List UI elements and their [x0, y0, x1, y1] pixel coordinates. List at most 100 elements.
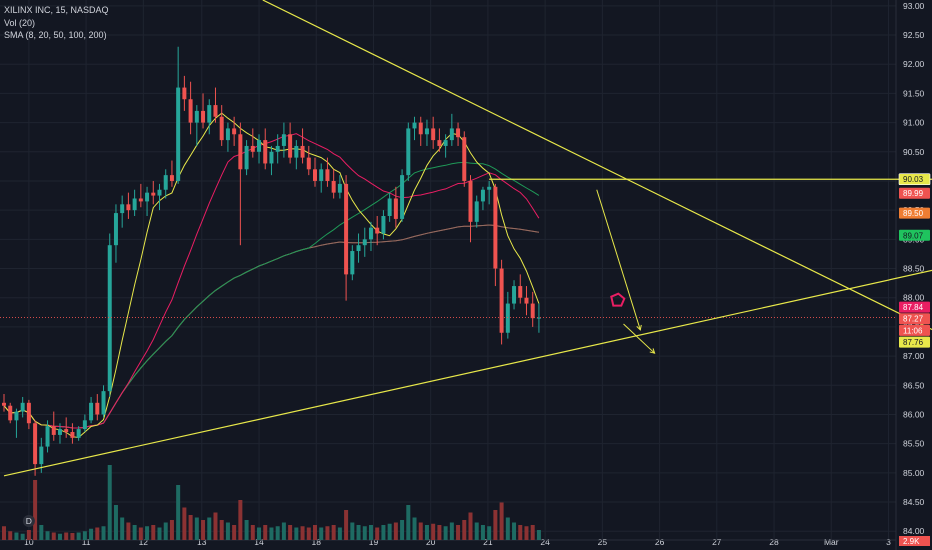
candle-body — [412, 122, 417, 129]
y-tick-label: 84.50 — [903, 497, 925, 507]
price-tag — [899, 207, 930, 219]
volume-bar — [176, 485, 181, 540]
candle-body — [238, 134, 243, 170]
volume-bar — [313, 525, 317, 540]
candle-body — [176, 87, 181, 181]
volume-bar — [33, 480, 38, 540]
highlight-marker[interactable] — [610, 292, 626, 307]
volume-bar — [356, 525, 361, 540]
volume-bar — [138, 527, 143, 540]
candle-body — [257, 140, 262, 152]
volume-bar — [194, 517, 199, 540]
volume-bar — [412, 517, 417, 540]
volume-bar — [2, 526, 6, 540]
candle-body — [201, 110, 206, 123]
volume-bar — [344, 510, 349, 540]
candle-body — [45, 426, 50, 447]
y-tick-label: 87.00 — [903, 351, 925, 361]
volume-bar — [188, 515, 193, 540]
volume-bar — [225, 522, 230, 540]
legend-volume[interactable]: Vol (20) — [4, 17, 36, 28]
candle-body — [20, 402, 25, 412]
volume-bar — [424, 525, 429, 540]
x-tick-label: 10 — [24, 537, 34, 547]
y-tick-label: 93.00 — [903, 1, 925, 11]
volume-bar — [64, 532, 69, 540]
candle-body — [126, 204, 131, 211]
projection-arrow[interactable] — [623, 323, 655, 354]
candle-body — [462, 137, 467, 181]
volume-bar — [232, 525, 237, 540]
trendline[interactable] — [262, 0, 932, 412]
candle-body — [64, 429, 69, 432]
candle-body — [132, 198, 137, 211]
y-tick-label: 91.50 — [903, 88, 925, 98]
legend-symbol[interactable]: XILINX INC, 15, NASDAQ — [4, 5, 109, 15]
candle-body — [474, 201, 479, 222]
candle-body — [113, 213, 118, 246]
candle-body — [424, 128, 429, 135]
volume-bar — [163, 522, 168, 540]
candle-body — [493, 186, 498, 269]
candle-body — [95, 402, 100, 415]
candle-body — [57, 429, 62, 435]
candle-body — [39, 446, 44, 465]
y-tick-label: 88.50 — [903, 264, 925, 274]
candle-body — [356, 245, 361, 252]
volume-bar — [269, 527, 274, 540]
candle-body — [362, 239, 367, 246]
volume-bar — [20, 533, 25, 540]
x-tick-label: 26 — [655, 537, 665, 547]
candle-body — [82, 420, 87, 430]
candle-body — [375, 227, 380, 234]
candle-body — [393, 198, 398, 219]
y-tick-label: 86.50 — [903, 380, 925, 390]
x-tick-label: 11 — [82, 537, 91, 547]
volume-bar — [201, 520, 206, 540]
y-tick-label: 88.00 — [903, 293, 925, 303]
x-tick-label: Mar — [824, 537, 839, 547]
dividend-marker[interactable] — [22, 515, 35, 527]
candle-body — [368, 227, 373, 240]
candle-body — [169, 175, 174, 181]
candle-body — [468, 180, 473, 222]
candle-body — [505, 303, 510, 333]
projection-arrow[interactable] — [596, 189, 641, 330]
candle-body — [194, 110, 199, 123]
candle-body — [400, 175, 405, 219]
volume-bar — [350, 522, 355, 540]
candle-body — [8, 405, 13, 421]
y-tick-label: 86.00 — [903, 409, 925, 419]
volume-bar — [468, 512, 473, 540]
volume-bar — [406, 505, 411, 540]
candle-body — [89, 402, 94, 421]
price-tag-label: 11:06 — [903, 326, 923, 335]
price-tag — [899, 336, 930, 348]
candle-body — [536, 317, 541, 319]
volume-bar — [213, 512, 218, 540]
volume-bar — [319, 527, 324, 540]
volume-bar — [381, 525, 386, 540]
price-tag-label: 89.99 — [903, 189, 924, 198]
candle-body — [387, 198, 392, 216]
candle-body — [51, 426, 56, 435]
trendline[interactable] — [3, 234, 932, 477]
volume-bar — [257, 527, 262, 540]
volume-bar — [294, 527, 299, 540]
candle-body — [157, 189, 162, 196]
volume-bar — [120, 517, 125, 540]
y-tick-label: 92.50 — [903, 30, 925, 40]
volume-bar — [362, 526, 367, 540]
volume-bar — [250, 525, 255, 540]
candle-body — [107, 245, 112, 392]
candle-body — [269, 151, 274, 164]
volume-bar — [207, 517, 212, 540]
volume-bar — [182, 507, 187, 540]
dividend-marker-label: D — [26, 516, 32, 526]
candle-body — [213, 105, 218, 117]
candle-body — [449, 128, 454, 141]
x-tick-label: 24 — [540, 537, 550, 547]
legend-sma[interactable]: SMA (8, 20, 50, 100, 200) — [4, 30, 107, 40]
